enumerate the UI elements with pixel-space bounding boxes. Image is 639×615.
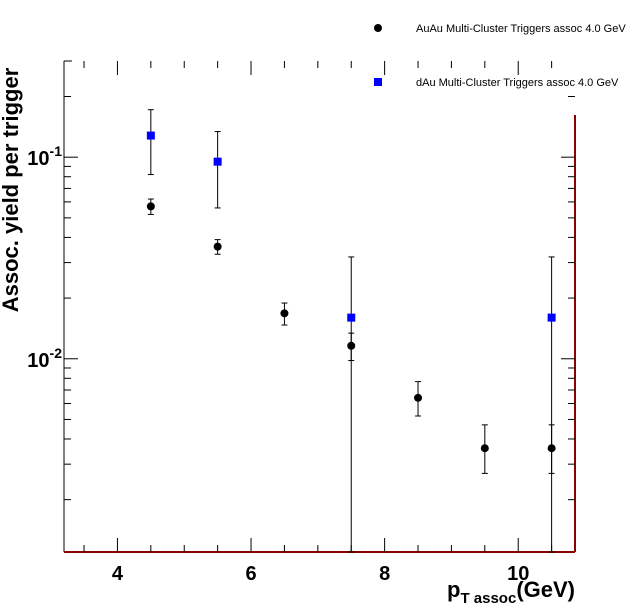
data-point-auau — [146, 202, 155, 211]
data-point-auau — [280, 309, 289, 318]
x-tick-label: 8 — [379, 563, 390, 585]
y-tick-label-exp: -1 — [50, 143, 63, 159]
x-tick-label: 6 — [245, 563, 256, 585]
data-point-auau — [480, 444, 489, 453]
legend-label: dAu Multi-Cluster Triggers assoc 4.0 GeV — [416, 77, 619, 89]
y-tick-label: 10-1 — [27, 143, 62, 170]
x-axis-title-unit: (GeV) — [516, 577, 575, 602]
legend-marker-dau — [374, 78, 382, 86]
x-axis-title-main: p — [447, 577, 460, 602]
data-point-auau — [414, 393, 423, 402]
data-point-dau — [146, 131, 155, 140]
x-axis-title-sub: T assoc — [460, 590, 516, 607]
plot-frame — [63, 60, 576, 553]
x-tick-label: 4 — [112, 563, 124, 585]
x-tick-label: 10 — [507, 563, 529, 585]
x-axis-title: pT assoc(GeV) — [447, 577, 575, 607]
data-points — [146, 109, 556, 553]
data-point-dau — [547, 313, 556, 322]
legend-marker-auau — [374, 24, 382, 32]
legend-label: AuAu Multi-Cluster Triggers assoc 4.0 Ge… — [416, 23, 626, 35]
y-axis-title: Assoc. yield per trigger — [0, 67, 23, 312]
y-tick-label-base: 10 — [27, 148, 49, 170]
y-tick-label-exp: -2 — [50, 345, 63, 361]
data-point-auau — [213, 242, 222, 251]
legend: AuAu Multi-Cluster Triggers assoc 4.0 Ge… — [374, 23, 626, 89]
data-point-dau — [347, 313, 356, 322]
y-tick-label-base: 10 — [27, 350, 49, 372]
y-tick-label: 10-2 — [27, 345, 62, 372]
data-point-dau — [213, 157, 222, 166]
